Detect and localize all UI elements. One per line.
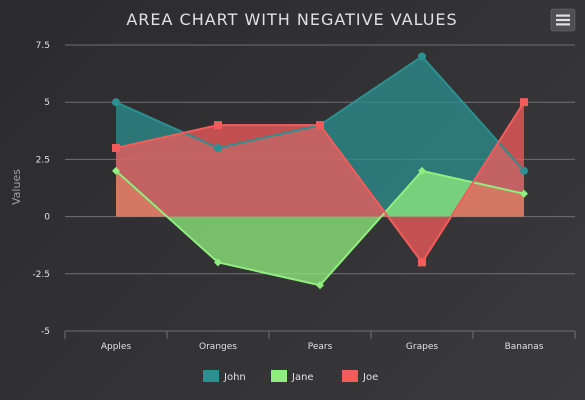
- y-tick-label: -5: [41, 327, 50, 337]
- x-tick-label: Grapes: [406, 342, 438, 352]
- chart-title: AREA CHART WITH NEGATIVE VALUES: [126, 10, 457, 29]
- legend-label: Jane: [291, 372, 314, 383]
- data-point-john[interactable]: [418, 52, 426, 61]
- data-point-jane[interactable]: [112, 166, 120, 175]
- data-point-joe[interactable]: [316, 121, 324, 130]
- x-axis: Apples Oranges Pears Grapes Bananas: [64, 330, 576, 352]
- legend-item-jane[interactable]: Jane: [271, 370, 314, 383]
- legend: John Jane Joe: [203, 370, 378, 383]
- y-tick-label: -2.5: [32, 270, 50, 280]
- data-point-joe[interactable]: [214, 121, 222, 130]
- series-markers: [112, 52, 528, 290]
- data-point-john[interactable]: [520, 166, 528, 175]
- series-area-jane: [116, 170, 524, 286]
- data-point-joe[interactable]: [112, 143, 120, 152]
- data-point-jane[interactable]: [418, 166, 426, 175]
- x-tick-label: Pears: [308, 342, 333, 352]
- data-point-jane[interactable]: [520, 189, 528, 198]
- legend-label: Joe: [362, 372, 378, 383]
- hamburger-menu-icon: [556, 14, 570, 26]
- legend-item-john[interactable]: John: [203, 370, 246, 383]
- x-tick-label: Apples: [101, 342, 132, 352]
- y-tick-label: 0: [44, 213, 50, 223]
- export-menu-button[interactable]: [550, 8, 576, 32]
- x-tick-label: Oranges: [199, 342, 237, 352]
- data-point-john[interactable]: [214, 143, 222, 152]
- legend-swatch: [342, 370, 358, 382]
- x-tick-label: Bananas: [505, 342, 544, 352]
- data-point-john[interactable]: [112, 98, 120, 107]
- legend-label: John: [223, 372, 246, 383]
- data-point-jane[interactable]: [214, 258, 222, 267]
- y-tick-label: 5: [44, 98, 50, 108]
- y-axis-ticks: 7.5 5 2.5 0 -2.5 -5: [32, 41, 50, 337]
- data-point-joe[interactable]: [418, 258, 426, 267]
- legend-swatch: [271, 370, 287, 382]
- legend-swatch: [203, 370, 219, 382]
- y-tick-label: 7.5: [36, 41, 50, 51]
- y-axis-title: Values: [10, 169, 23, 205]
- data-point-jane[interactable]: [316, 281, 324, 290]
- legend-item-joe[interactable]: Joe: [342, 370, 378, 383]
- series-areas: [116, 56, 524, 286]
- y-tick-label: 2.5: [36, 155, 50, 165]
- series-area-joe: [116, 102, 524, 263]
- data-point-joe[interactable]: [520, 98, 528, 107]
